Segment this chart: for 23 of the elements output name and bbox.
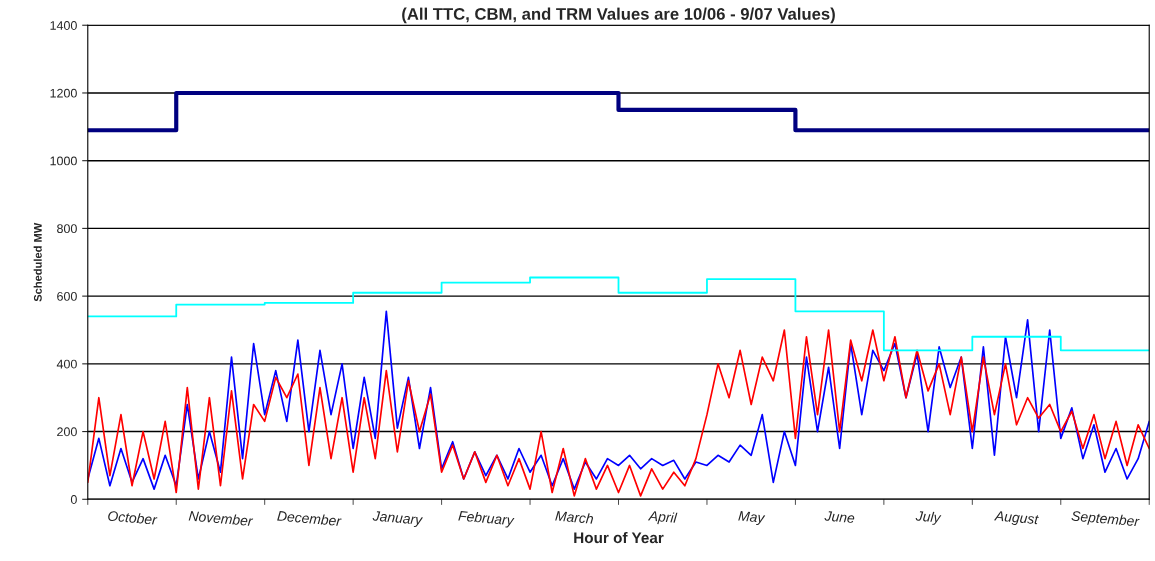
y-tick-label: 1400	[50, 21, 77, 30]
y-tick-label: 200	[57, 427, 77, 437]
x-tick-label: September	[1070, 510, 1140, 530]
x-tick-label: January	[372, 510, 424, 528]
x-tick-label: December	[277, 510, 342, 527]
y-tick-label: 800	[57, 224, 77, 234]
chart-title: (All TTC, CBM, and TRM Values are 10/06 - 9/07 Values)	[402, 7, 835, 24]
y-tick-label: 1200	[50, 88, 77, 98]
x-tick-label: November	[188, 510, 254, 527]
x-tick-label: February	[458, 510, 515, 529]
x-axis-title: Hour of Year	[574, 532, 664, 544]
x-tick-label: October	[107, 510, 158, 525]
y-tick-label: 1000	[50, 156, 77, 166]
x-tick-label: July	[915, 510, 942, 526]
x-tick-label: June	[824, 510, 855, 524]
y-tick-label: 600	[57, 291, 77, 301]
x-tick-label: March	[555, 510, 594, 524]
y-tick-label: 0	[70, 495, 77, 504]
x-tick-label: April	[647, 510, 678, 526]
x-tick-label: August	[993, 510, 1040, 528]
x-tick-label: May	[737, 510, 766, 526]
y-tick-label: 400	[56, 359, 77, 369]
y-axis-title: Scheduled MW	[33, 222, 42, 302]
